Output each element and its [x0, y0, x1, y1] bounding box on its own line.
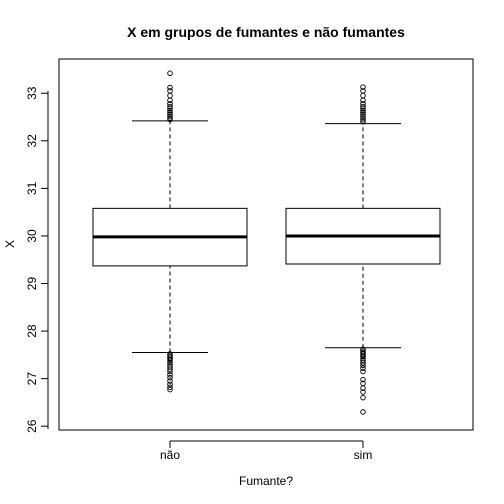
- outlier-point: [361, 93, 366, 98]
- y-tick-label: 32: [25, 134, 39, 148]
- y-tick-label: 28: [25, 324, 39, 338]
- x-axis-label: Fumante?: [239, 474, 293, 488]
- outlier-point: [168, 98, 173, 103]
- boxplot-groups: [93, 71, 440, 414]
- outlier-point: [361, 410, 366, 415]
- outlier-point: [361, 98, 366, 103]
- y-tick-label: 27: [25, 372, 39, 386]
- outlier-point: [361, 395, 366, 400]
- y-axis-ticks: 26 27 28 29 30 31 32 33: [25, 86, 48, 433]
- y-tick-label: 26: [25, 419, 39, 433]
- y-tick-label: 29: [25, 277, 39, 291]
- x-axis-ticks: não sim: [160, 441, 372, 462]
- x-tick-label: sim: [354, 448, 373, 462]
- y-tick-label: 31: [25, 181, 39, 195]
- box-group-não: [93, 71, 247, 392]
- outlier-point: [168, 93, 173, 98]
- chart-title: X em grupos de fumantes e não fumantes: [127, 24, 405, 40]
- y-tick-label: 33: [25, 86, 39, 100]
- box-group-sim: [286, 85, 440, 414]
- outlier-point: [168, 71, 173, 76]
- y-tick-label: 30: [25, 229, 39, 243]
- outlier-point: [361, 369, 366, 374]
- x-tick-label: não: [160, 448, 180, 462]
- outlier-point: [168, 85, 173, 90]
- y-axis-label: X: [3, 240, 17, 248]
